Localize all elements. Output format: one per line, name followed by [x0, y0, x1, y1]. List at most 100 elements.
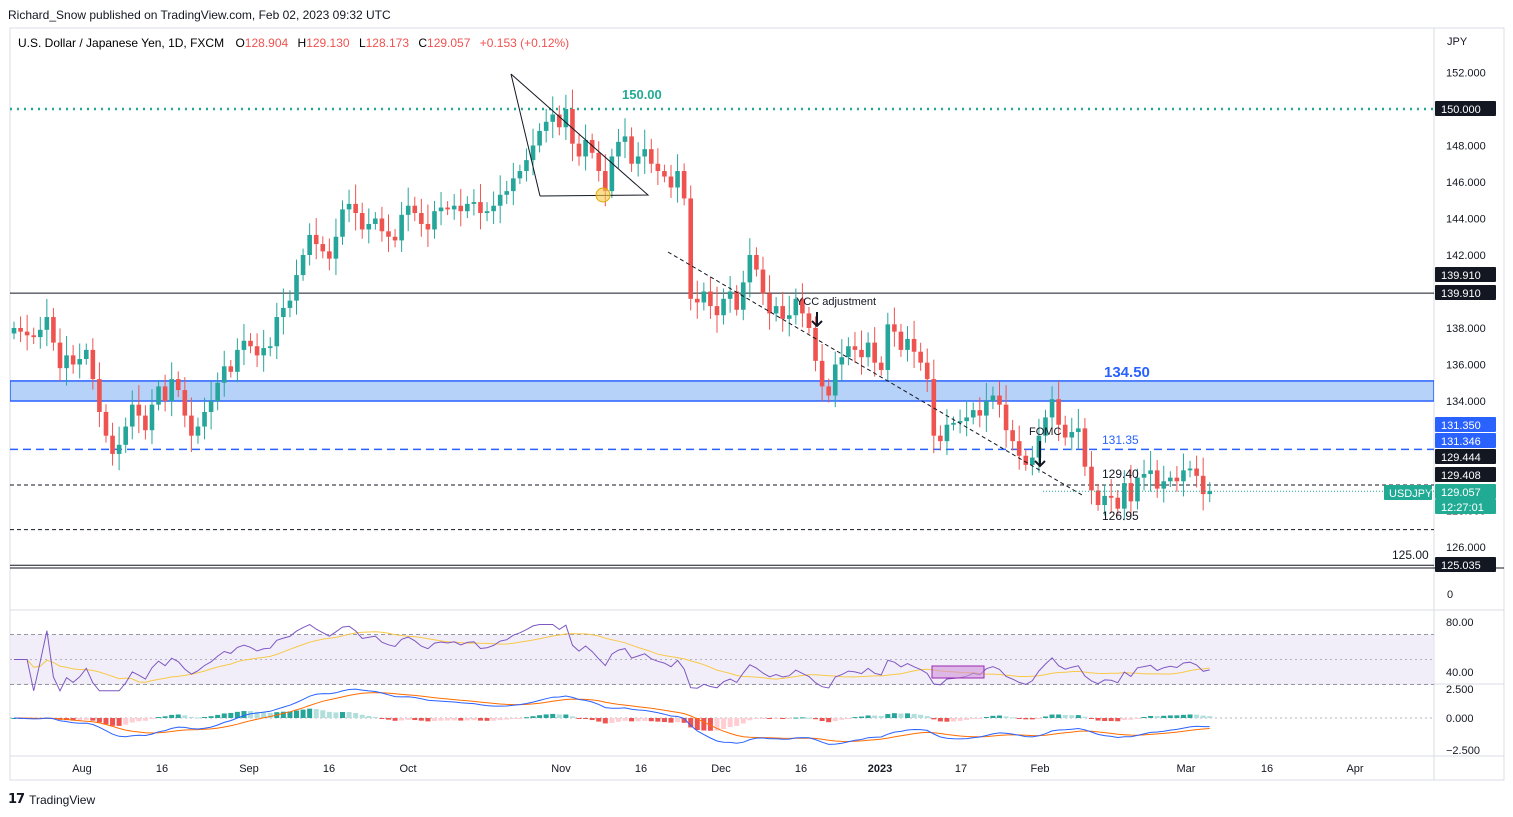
candle-body — [399, 214, 404, 241]
candle-body — [90, 349, 96, 380]
macd-histogram-bar — [412, 718, 418, 721]
macd-histogram-bar — [333, 712, 339, 718]
zone-label: 134.50 — [1104, 364, 1150, 381]
macd-histogram-bar — [1161, 715, 1167, 718]
candle-body — [662, 171, 667, 177]
chart-canvas[interactable]: U.S. Dollar / Japanese Yen, 1D, FXCM O12… — [0, 0, 1513, 790]
macd-histogram-bar — [780, 718, 786, 719]
close-label: C — [418, 36, 427, 50]
candle-body — [195, 426, 201, 436]
candle-body — [405, 205, 411, 215]
candle-body — [392, 236, 398, 241]
candle-body — [813, 328, 818, 361]
macd-histogram-bar — [681, 718, 687, 723]
candle-body — [123, 426, 128, 445]
macd-histogram-bar — [221, 713, 227, 718]
level-label: 126.95 — [1102, 509, 1139, 523]
x-tick-label: Apr — [1346, 763, 1363, 775]
macd-histogram-bar — [1102, 718, 1108, 721]
candle-body — [846, 346, 851, 358]
level-label: 125.00 — [1392, 548, 1429, 562]
macd-histogram-bar — [70, 718, 76, 721]
price-tag-text: 139.910 — [1441, 288, 1481, 300]
candle-body — [655, 163, 661, 172]
candle-body — [832, 364, 838, 396]
candle-body — [333, 236, 339, 259]
macd-histogram-bar — [911, 713, 917, 718]
x-tick-label: Aug — [72, 763, 92, 775]
candle-body — [1108, 495, 1114, 498]
open-value: 128.904 — [245, 36, 289, 50]
macd-histogram-bar — [931, 718, 937, 720]
candle-body — [202, 411, 207, 427]
candle-body — [1082, 428, 1088, 467]
candle-body — [1115, 497, 1121, 509]
macd-histogram-bar — [142, 718, 148, 721]
macd-histogram-bar — [655, 718, 661, 722]
macd-histogram-bar — [537, 715, 543, 718]
macd-histogram-bar — [602, 718, 608, 724]
macd-histogram-bar — [957, 718, 963, 721]
macd-histogram-bar — [1194, 714, 1200, 718]
candle-body — [931, 379, 937, 436]
macd-histogram-bar — [471, 718, 477, 721]
macd-histogram-bar — [905, 713, 911, 718]
candle-body — [839, 357, 845, 365]
macd-histogram-bar — [1056, 714, 1062, 718]
price-tag-text: 139.910 — [1441, 270, 1481, 282]
x-tick-label: 16 — [156, 763, 168, 775]
candle-body — [806, 313, 812, 328]
price-tag — [1435, 433, 1496, 448]
candle-body — [465, 203, 470, 212]
brand-footer: 17 TradingView — [8, 792, 95, 807]
candle-body — [511, 178, 516, 192]
candle-body — [478, 202, 483, 214]
candle-body — [609, 156, 615, 192]
triangle-pattern — [510, 73, 650, 197]
candle-body — [1128, 483, 1134, 502]
macd-histogram-bar — [990, 715, 996, 718]
candle-body — [143, 415, 148, 431]
macd-histogram-bar — [418, 718, 424, 721]
candle-body — [1076, 428, 1081, 433]
rsi-line — [14, 624, 1210, 692]
macd-histogram-bar — [767, 718, 773, 719]
candle-body — [708, 291, 713, 307]
macd-histogram-bar — [175, 714, 181, 718]
x-tick-label: 2023 — [868, 763, 892, 775]
candle-body — [1016, 441, 1022, 456]
macd-histogram-bar — [937, 718, 943, 722]
candle-body — [878, 362, 884, 370]
candle-body — [675, 171, 680, 188]
macd-histogram-bar — [385, 718, 391, 720]
candle-body — [419, 213, 424, 224]
x-tick-label: Dec — [711, 763, 731, 775]
macd-histogram-bar — [1075, 715, 1081, 718]
macd-histogram-bar — [806, 717, 812, 719]
candle-body — [327, 251, 332, 259]
candle-body — [504, 191, 510, 195]
candle-body — [83, 349, 89, 360]
price-tag — [1435, 557, 1496, 572]
candle-body — [714, 306, 720, 316]
candle-body — [1036, 435, 1042, 458]
macd-histogram-bar — [530, 716, 536, 718]
candle-body — [149, 404, 155, 431]
candle-body — [990, 395, 996, 401]
macd-histogram-bar — [1029, 718, 1035, 720]
macd-histogram-bar — [195, 717, 201, 719]
macd-histogram-bar — [477, 718, 483, 721]
candle-body — [957, 421, 963, 423]
candle-body — [589, 140, 595, 153]
macd-histogram-bar — [261, 712, 267, 718]
macd-histogram-bar — [1115, 718, 1121, 722]
macd-histogram-bar — [1154, 716, 1160, 718]
macd-histogram-bar — [287, 711, 293, 718]
price-tag-text: 150.000 — [1441, 104, 1481, 116]
macd-histogram-bar — [464, 718, 470, 721]
candle-body — [359, 213, 365, 230]
macd-histogram-bar — [944, 718, 950, 722]
candle-body — [281, 307, 286, 318]
candle-body — [261, 348, 266, 356]
macd-histogram-bar — [635, 718, 641, 722]
